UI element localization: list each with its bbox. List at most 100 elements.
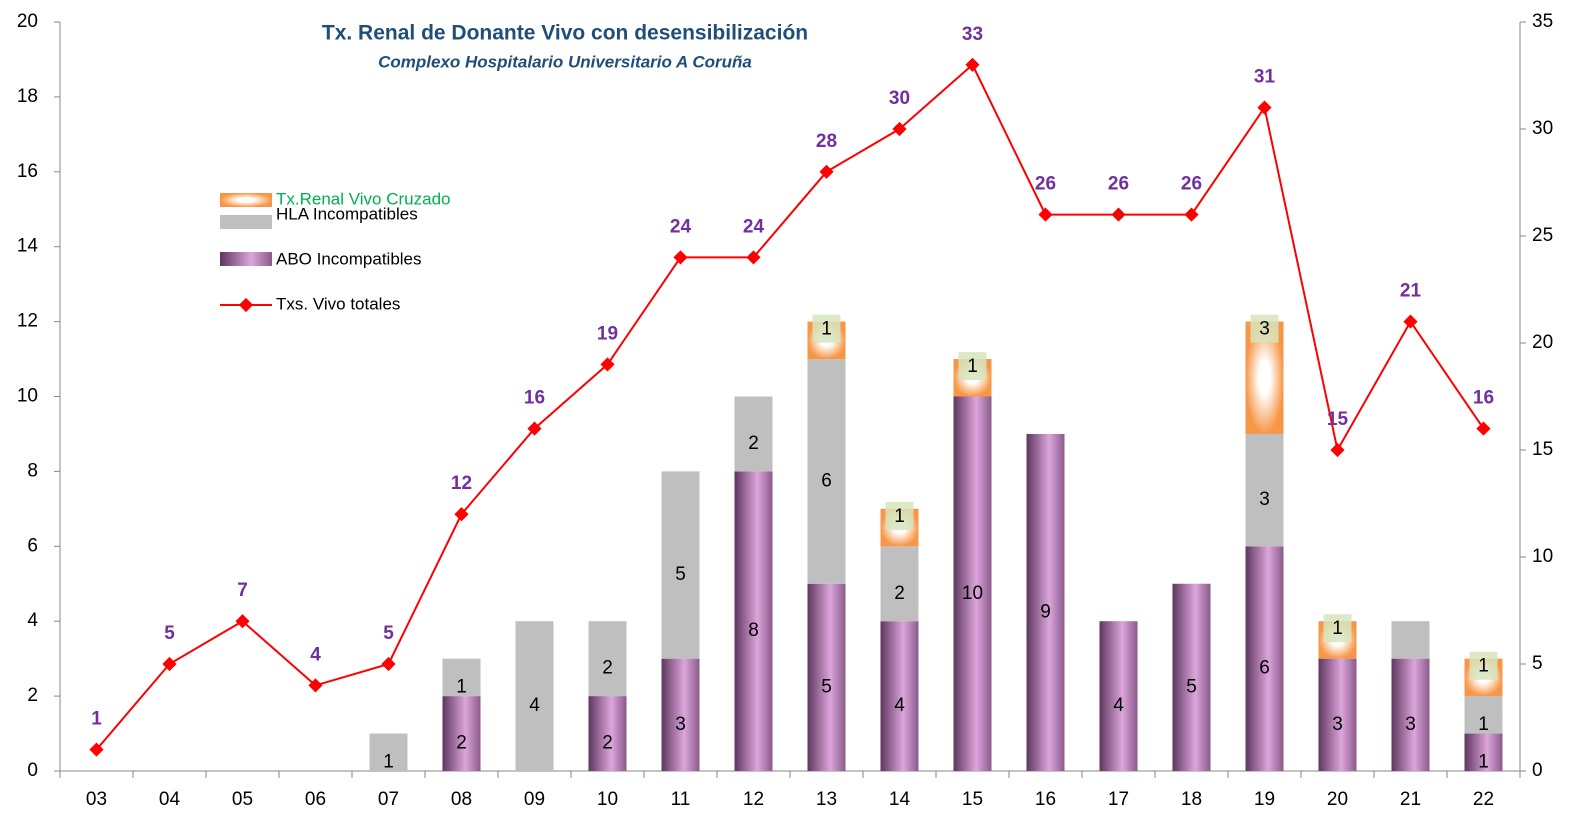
y2-tick-label: 35 (1532, 11, 1553, 32)
marker (1111, 207, 1126, 222)
marker (89, 742, 104, 757)
bar-label: 1 (383, 751, 394, 772)
bar (661, 658, 700, 771)
label-box (1469, 651, 1498, 680)
bar (807, 359, 846, 584)
bar-label: 5 (675, 564, 686, 585)
y-tick-label: 4 (27, 610, 38, 631)
bar (880, 546, 919, 622)
x-tick-label: 11 (671, 789, 691, 810)
bar-label: 4 (529, 695, 540, 716)
y2-tick-label: 20 (1532, 332, 1553, 353)
y2-tick-label: 10 (1532, 546, 1553, 567)
line-label: 15 (1327, 409, 1349, 430)
marker (527, 421, 542, 436)
bar (1245, 546, 1284, 771)
marker (454, 507, 469, 522)
chart-title: Tx. Renal de Donante Vivo con desensibil… (322, 22, 808, 45)
bar (1464, 733, 1503, 771)
legend: Tx.Renal Vivo Cruzado HLA Incompatibles … (220, 189, 451, 313)
bar (734, 396, 773, 472)
marker (746, 250, 761, 265)
x-tick-label: 05 (232, 789, 253, 810)
bar-label: 2 (456, 733, 467, 754)
bar (588, 621, 627, 697)
marker (673, 250, 688, 265)
bar-label: 2 (602, 658, 613, 679)
y-tick-label: 2 (27, 685, 38, 706)
bar (661, 471, 700, 659)
y-tick-label: 20 (17, 11, 38, 32)
marker (892, 121, 907, 137)
bar-label: 5 (821, 676, 832, 697)
chart-subtitle: Complexo Hospitalario Universitario A Co… (378, 52, 752, 71)
bar (1318, 658, 1357, 771)
line-label: 21 (1400, 281, 1422, 302)
marker (819, 164, 834, 179)
line-label: 26 (1035, 174, 1056, 195)
bar-label: 2 (894, 583, 905, 604)
bar (1172, 583, 1211, 771)
bar (1391, 658, 1430, 771)
x-tick-label: 03 (86, 789, 107, 810)
line-label: 31 (1254, 67, 1276, 88)
bar-label: 4 (1113, 695, 1124, 716)
y2-tick-label: 30 (1532, 118, 1553, 139)
legend-label: HLA Incompatibles (276, 204, 418, 223)
bar-label: 3 (1332, 714, 1343, 735)
bar-label: 2 (602, 733, 613, 754)
x-tick-label: 10 (597, 789, 618, 810)
y-tick-label: 16 (17, 161, 38, 182)
x-tick-label: 17 (1108, 789, 1129, 810)
x-tick-label: 18 (1181, 789, 1202, 810)
marker (1330, 442, 1345, 458)
line-label: 1 (91, 709, 102, 730)
bar-label: 1 (894, 506, 905, 527)
x-tick-label: 13 (816, 789, 837, 810)
label-box (885, 501, 914, 530)
x-tick-label: 22 (1473, 789, 1494, 810)
marker (965, 57, 980, 72)
bar (1391, 621, 1430, 659)
y-tick-label: 0 (27, 760, 38, 781)
line-label: 26 (1181, 174, 1202, 195)
x-tick-label: 09 (524, 789, 545, 810)
line-label: 33 (962, 24, 983, 45)
legend-label: Txs. Vivo totales (276, 294, 400, 313)
line-label: 24 (743, 216, 765, 237)
bar-label: 9 (1040, 601, 1051, 622)
bar-label: 8 (748, 620, 759, 641)
bar-label: 1 (456, 676, 467, 697)
legend-swatch (220, 215, 272, 229)
bar (369, 733, 408, 771)
legend-swatch (220, 193, 272, 207)
bar (588, 696, 627, 771)
x-tick-label: 06 (305, 789, 326, 810)
line-label: 4 (310, 644, 321, 665)
bar-label: 1 (1478, 751, 1489, 772)
bar (1245, 433, 1284, 547)
line (95, 63, 1485, 751)
bar-label: 4 (894, 695, 905, 716)
y2-tick-label: 15 (1532, 439, 1553, 460)
bar-label: 3 (1259, 319, 1270, 340)
x-tick-label: 16 (1035, 789, 1056, 810)
bar-label: 10 (962, 583, 983, 604)
line-label: 16 (524, 388, 545, 409)
y-tick-label: 10 (17, 386, 38, 407)
bar (880, 621, 919, 771)
y-tick-label: 18 (17, 86, 38, 107)
marker (600, 357, 615, 372)
marker (1476, 421, 1491, 436)
x-tick-label: 07 (378, 789, 399, 810)
bar-label: 1 (1478, 714, 1489, 735)
line-label: 28 (816, 131, 837, 152)
x-tick-label: 14 (889, 789, 911, 810)
bar-label: 5 (1186, 676, 1197, 697)
label-box (1250, 314, 1279, 343)
label-box (958, 352, 987, 381)
y-tick-label: 6 (27, 535, 38, 556)
y-tick-label: 14 (17, 236, 39, 257)
bar-label: 3 (1259, 489, 1270, 510)
legend-marker (238, 297, 254, 313)
